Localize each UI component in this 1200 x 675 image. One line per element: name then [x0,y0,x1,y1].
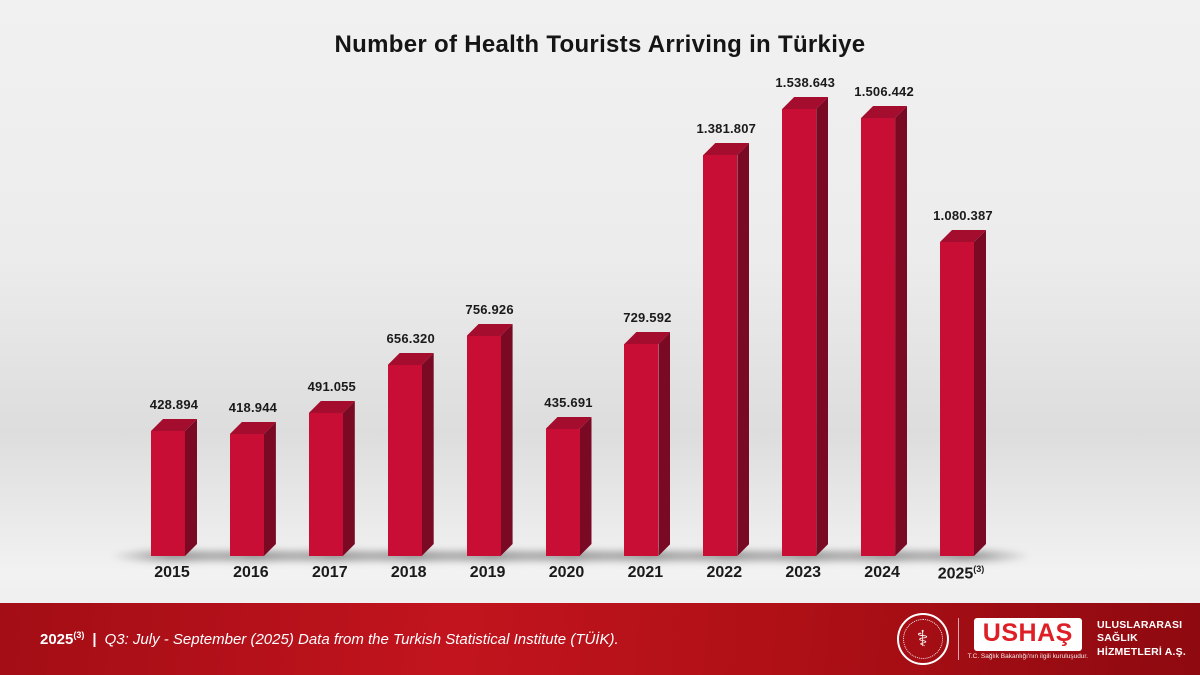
bar-face-side [658,332,671,556]
x-axis-label: 2024 [864,564,900,581]
bar-2022 [703,143,750,556]
x-axis-label: 2018 [390,564,427,581]
ministry-of-health-emblem-icon: ⚕ [896,613,949,665]
bar-face-top [624,332,671,344]
bar-value-label: 756.926 [465,302,514,317]
x-axis-label: 2021 [627,564,664,581]
bar-face-front [229,434,264,556]
bar-face-side [816,97,829,556]
bar-value-label: 656.320 [386,331,435,346]
bar-value-label: 729.592 [623,310,672,325]
footnote-separator: | [92,631,97,648]
bar-value-label: 1.506.442 [854,84,914,99]
bar-face-top [229,422,276,434]
bar-value-label: 491.055 [307,379,356,394]
bar-face-top [151,419,197,431]
bar-2018 [387,353,434,556]
bar-face-side [421,353,434,556]
ushas-logo: ⚕ USHAŞ T.C. Sağlık Bakanlığı'nın ilgili… [896,613,1186,665]
footnote: 2025(3) | Q3: July - September (2025) Da… [40,630,619,648]
bar-face-front [151,431,185,556]
bar-2025 [940,230,986,556]
bar-value-label: 418.944 [228,400,278,415]
bar-face-front [703,155,738,556]
x-axis-label: 2017 [312,564,348,581]
caduceus-icon: ⚕ [916,626,929,651]
x-axis-label: 2022 [706,564,743,581]
bar-face-side [342,401,355,556]
bar-2024 [861,106,908,556]
bar-face-front [624,344,659,556]
bar-face-side [263,422,276,556]
bar-2020 [545,417,592,556]
bar-face-front [940,242,974,556]
ushas-tagline: T.C. Sağlık Bakanlığı'nın ilgili kuruluş… [967,652,1089,660]
x-axis-label: 2023 [785,564,821,581]
bar-2023 [782,97,829,556]
company-name-line: ULUSLARARASI [1097,618,1183,631]
emblem-inner-ring: ⚕ [902,619,943,659]
x-axis-label: 2025(3) [937,564,985,583]
bar-face-top [466,324,513,336]
bar-face-top [940,230,986,242]
bar-face-top [861,106,908,118]
bar-face-front [545,429,580,556]
bar-face-top [387,353,434,365]
bar-face-side [500,324,513,556]
bar-face-front [861,118,896,556]
bar-2021 [624,332,671,556]
footer: 2025(3) | Q3: July - September (2025) Da… [0,603,1200,675]
bar-face-front [308,413,343,556]
x-axis-label: 2020 [548,564,585,581]
bar-face-side [579,417,592,556]
bar-value-label: 428.894 [149,397,199,412]
bar-value-label: 1.538.643 [775,75,835,90]
bar-value-label: 435.691 [544,395,593,410]
chart-title: Number of Health Tourists Arriving in Tü… [334,31,866,58]
company-name: ULUSLARARASI SAĞLIK HİZMETLERİ A.Ş. [1097,619,1186,660]
bar-2017 [308,401,355,556]
bar-2016 [229,422,276,556]
bar-face-front [466,336,501,556]
logo-divider [957,618,959,660]
ushas-wordmark-block: USHAŞ T.C. Sağlık Bakanlığı'nın ilgili k… [968,618,1088,660]
x-axis-label: 2016 [233,564,269,581]
ushas-wordmark: USHAŞ [973,618,1082,651]
bar-value-label: 1.080.387 [933,208,993,223]
footnote-text: Q3: July - September (2025) Data from th… [104,631,619,648]
bar-face-side [185,419,197,556]
bar-face-front [782,109,817,556]
bar-face-side [737,143,750,556]
bar-face-top [782,97,829,109]
bar-2015 [151,419,197,556]
bar-face-top [308,401,355,413]
bar-face-side [974,230,986,556]
company-name-line: SAĞLIK [1097,632,1138,645]
bar-value-label: 1.381.807 [696,121,757,136]
bar-2019 [466,324,513,556]
x-axis-label: 2019 [469,564,506,581]
bar-shadow [899,547,1031,565]
bar-face-side [895,106,908,556]
company-name-line: HİZMETLERİ A.Ş. [1097,645,1186,658]
bar-face-top [703,143,750,155]
x-axis-label: 2015 [154,564,190,581]
bar-face-front [387,365,422,556]
footnote-year: 2025(3) [40,630,85,648]
bar-face-top [545,417,592,429]
